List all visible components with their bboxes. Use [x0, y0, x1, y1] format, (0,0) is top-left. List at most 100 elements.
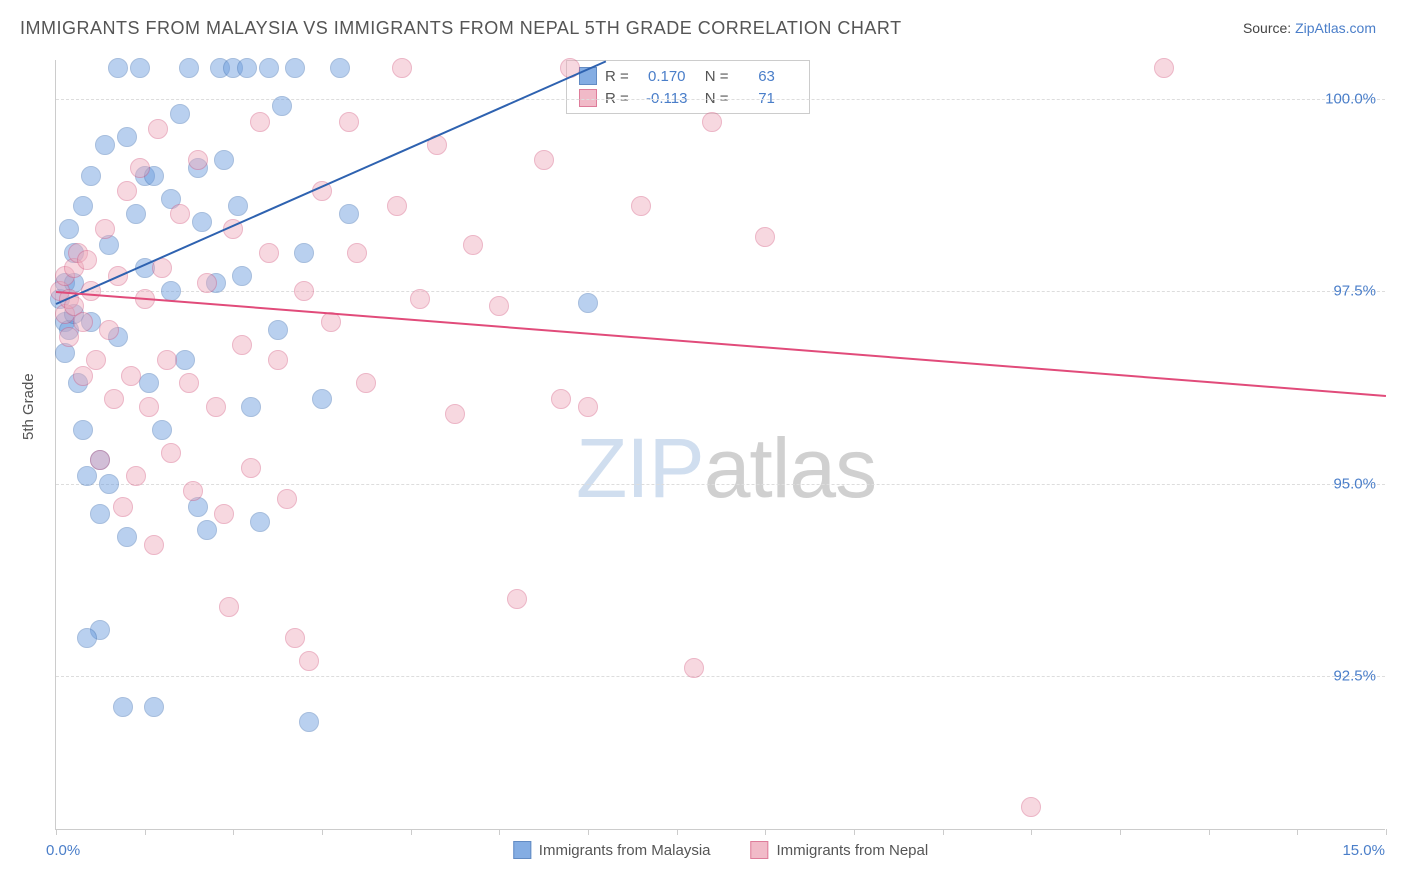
data-point [77, 628, 97, 648]
gridline [56, 676, 1385, 677]
data-point [126, 204, 146, 224]
data-point [232, 335, 252, 355]
x-tick-mark [145, 829, 146, 835]
data-point [117, 127, 137, 147]
data-point [99, 474, 119, 494]
data-point [285, 628, 305, 648]
y-tick-label: 97.5% [1316, 283, 1386, 300]
x-tick-mark [677, 829, 678, 835]
data-point [702, 112, 722, 132]
data-point [99, 320, 119, 340]
x-tick-mark [943, 829, 944, 835]
chart-container: IMMIGRANTS FROM MALAYSIA VS IMMIGRANTS F… [0, 0, 1406, 892]
bottom-legend-item-2: Immigrants from Nepal [750, 841, 928, 859]
data-point [73, 420, 93, 440]
data-point [312, 389, 332, 409]
data-point [183, 481, 203, 501]
data-point [90, 504, 110, 524]
data-point [197, 273, 217, 293]
data-point [113, 697, 133, 717]
source-attribution: Source: ZipAtlas.com [1243, 20, 1376, 36]
data-point [188, 150, 208, 170]
data-point [139, 397, 159, 417]
x-tick-mark [56, 829, 57, 835]
n-value-1: 63 [737, 68, 797, 85]
x-tick-mark [765, 829, 766, 835]
gridline [56, 99, 1385, 100]
data-point [241, 397, 261, 417]
data-point [228, 196, 248, 216]
data-point [86, 350, 106, 370]
data-point [206, 397, 226, 417]
data-point [81, 166, 101, 186]
data-point [551, 389, 571, 409]
data-point [77, 250, 97, 270]
data-point [90, 450, 110, 470]
x-tick-mark [1297, 829, 1298, 835]
y-tick-label: 100.0% [1316, 90, 1386, 107]
data-point [259, 243, 279, 263]
data-point [126, 466, 146, 486]
watermark-zip: ZIP [576, 421, 704, 515]
data-point [299, 651, 319, 671]
data-point [410, 289, 430, 309]
source-label: Source: [1243, 20, 1295, 36]
x-tick-mark [1120, 829, 1121, 835]
data-point [387, 196, 407, 216]
data-point [578, 293, 598, 313]
data-point [356, 373, 376, 393]
data-point [299, 712, 319, 732]
data-point [285, 58, 305, 78]
data-point [130, 158, 150, 178]
data-point [214, 504, 234, 524]
data-point [339, 204, 359, 224]
data-point [179, 373, 199, 393]
x-axis-min-label: 0.0% [46, 842, 80, 859]
x-axis-max-label: 15.0% [1342, 842, 1385, 859]
data-point [108, 58, 128, 78]
correlation-legend: R = 0.170 N = 63 R = -0.113 N = 71 [566, 60, 810, 114]
source-link[interactable]: ZipAtlas.com [1295, 20, 1376, 36]
data-point [139, 373, 159, 393]
data-point [192, 212, 212, 232]
data-point [197, 520, 217, 540]
data-point [330, 58, 350, 78]
n-label-1: N = [705, 68, 729, 85]
gridline [56, 291, 1385, 292]
x-tick-mark [1209, 829, 1210, 835]
x-tick-mark [854, 829, 855, 835]
watermark: ZIPatlas [576, 420, 876, 517]
data-point [232, 266, 252, 286]
y-tick-label: 92.5% [1316, 668, 1386, 685]
data-point [755, 227, 775, 247]
trendline [56, 291, 1386, 397]
bottom-swatch-1 [513, 841, 531, 859]
data-point [73, 312, 93, 332]
data-point [152, 420, 172, 440]
bottom-legend-label-2: Immigrants from Nepal [776, 842, 928, 859]
data-point [113, 497, 133, 517]
r-value-1: 0.170 [637, 68, 697, 85]
watermark-atlas: atlas [704, 421, 876, 515]
data-point [148, 119, 168, 139]
data-point [157, 350, 177, 370]
data-point [507, 589, 527, 609]
data-point [294, 243, 314, 263]
x-tick-mark [1386, 829, 1387, 835]
data-point [1154, 58, 1174, 78]
data-point [170, 104, 190, 124]
plot-area: ZIPatlas R = 0.170 N = 63 R = -0.113 N =… [55, 60, 1385, 830]
bottom-legend: Immigrants from Malaysia Immigrants from… [513, 841, 928, 859]
data-point [73, 196, 93, 216]
data-point [179, 58, 199, 78]
bottom-legend-label-1: Immigrants from Malaysia [539, 842, 711, 859]
bottom-legend-item-1: Immigrants from Malaysia [513, 841, 711, 859]
data-point [294, 281, 314, 301]
data-point [130, 58, 150, 78]
data-point [489, 296, 509, 316]
bottom-swatch-2 [750, 841, 768, 859]
data-point [95, 135, 115, 155]
data-point [121, 366, 141, 386]
data-point [534, 150, 554, 170]
data-point [347, 243, 367, 263]
